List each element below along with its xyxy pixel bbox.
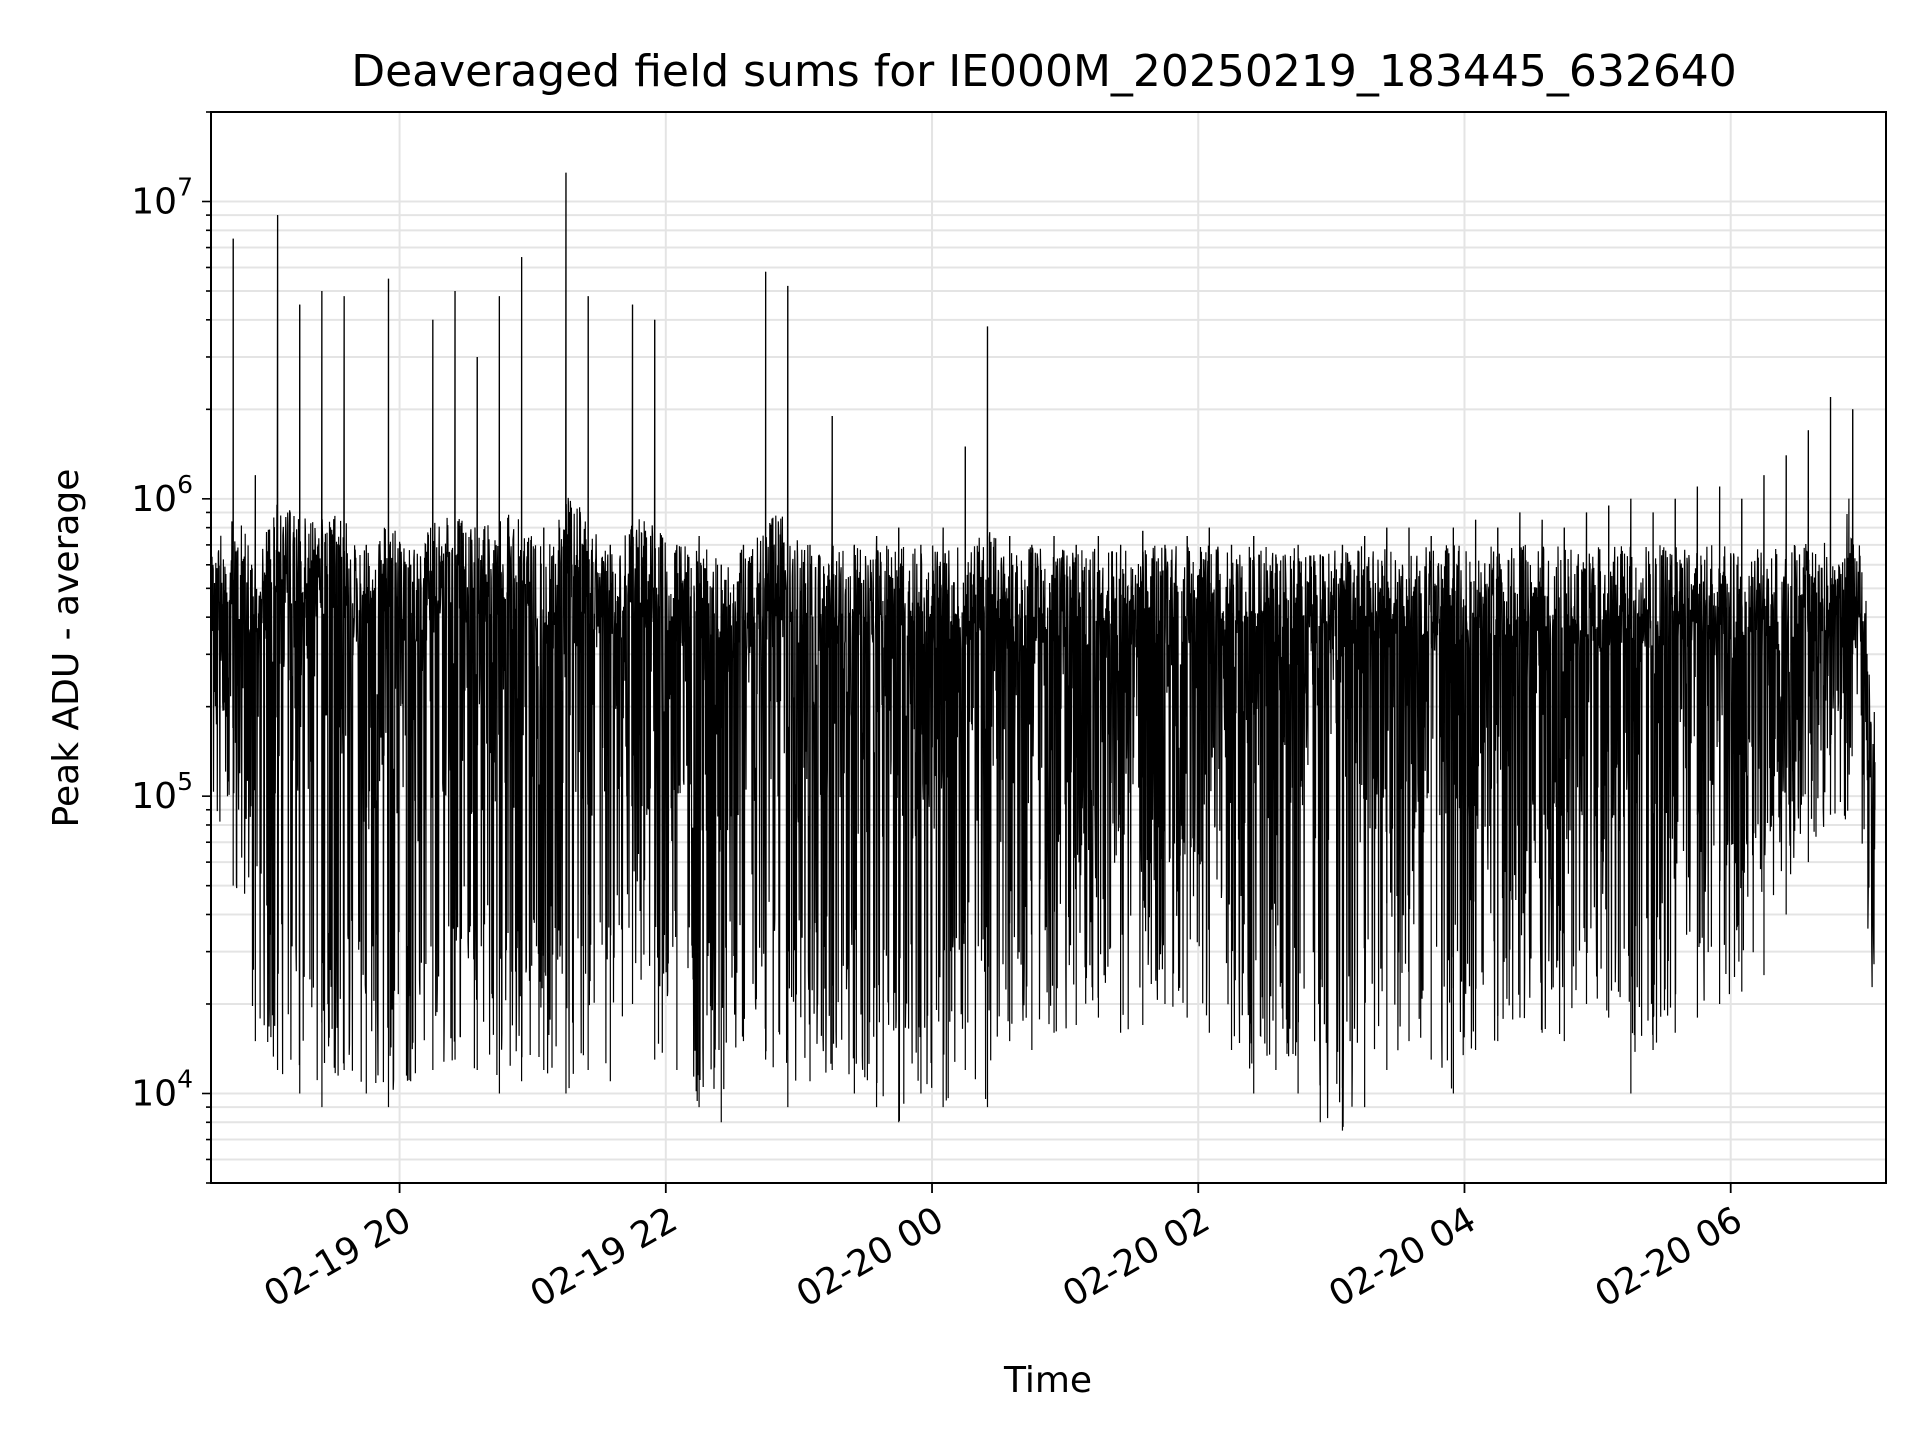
y-tick-base: 10 — [131, 776, 177, 817]
y-axis-label: Peak ADU - average — [46, 469, 87, 828]
y-tick-exponent: 5 — [177, 767, 193, 796]
y-tick-label: 106 — [131, 470, 193, 520]
y-tick-label: 107 — [131, 173, 193, 223]
x-tick-label: 02-20 06 — [1589, 1199, 1750, 1315]
plot-area-frame — [210, 111, 1887, 1184]
y-tick-exponent: 7 — [177, 173, 193, 202]
x-tick-label: 02-19 22 — [524, 1199, 685, 1315]
y-tick-exponent: 6 — [177, 470, 193, 499]
series-line — [210, 172, 1876, 1131]
y-tick-base: 10 — [131, 479, 177, 520]
x-tick-label: 02-20 04 — [1322, 1199, 1483, 1315]
y-tick-label: 105 — [131, 767, 193, 817]
y-tick-base: 10 — [131, 182, 177, 223]
x-tick-label: 02-20 00 — [790, 1199, 951, 1315]
x-tick-label: 02-20 02 — [1056, 1199, 1217, 1315]
y-tick-base: 10 — [131, 1073, 177, 1114]
x-tick-label: 02-19 20 — [257, 1199, 418, 1315]
x-axis-ticks: 02-19 20 02-19 22 02-20 00 02-20 02 02-20 04… — [257, 1183, 1749, 1316]
x-axis-label: Time — [1003, 1360, 1092, 1401]
series-trace — [210, 172, 1876, 1127]
y-tick-exponent: 4 — [177, 1064, 193, 1093]
chart-title: Deaveraged field sums for IE000M_2025021… — [351, 46, 1737, 97]
y-tick-label: 104 — [131, 1064, 193, 1114]
